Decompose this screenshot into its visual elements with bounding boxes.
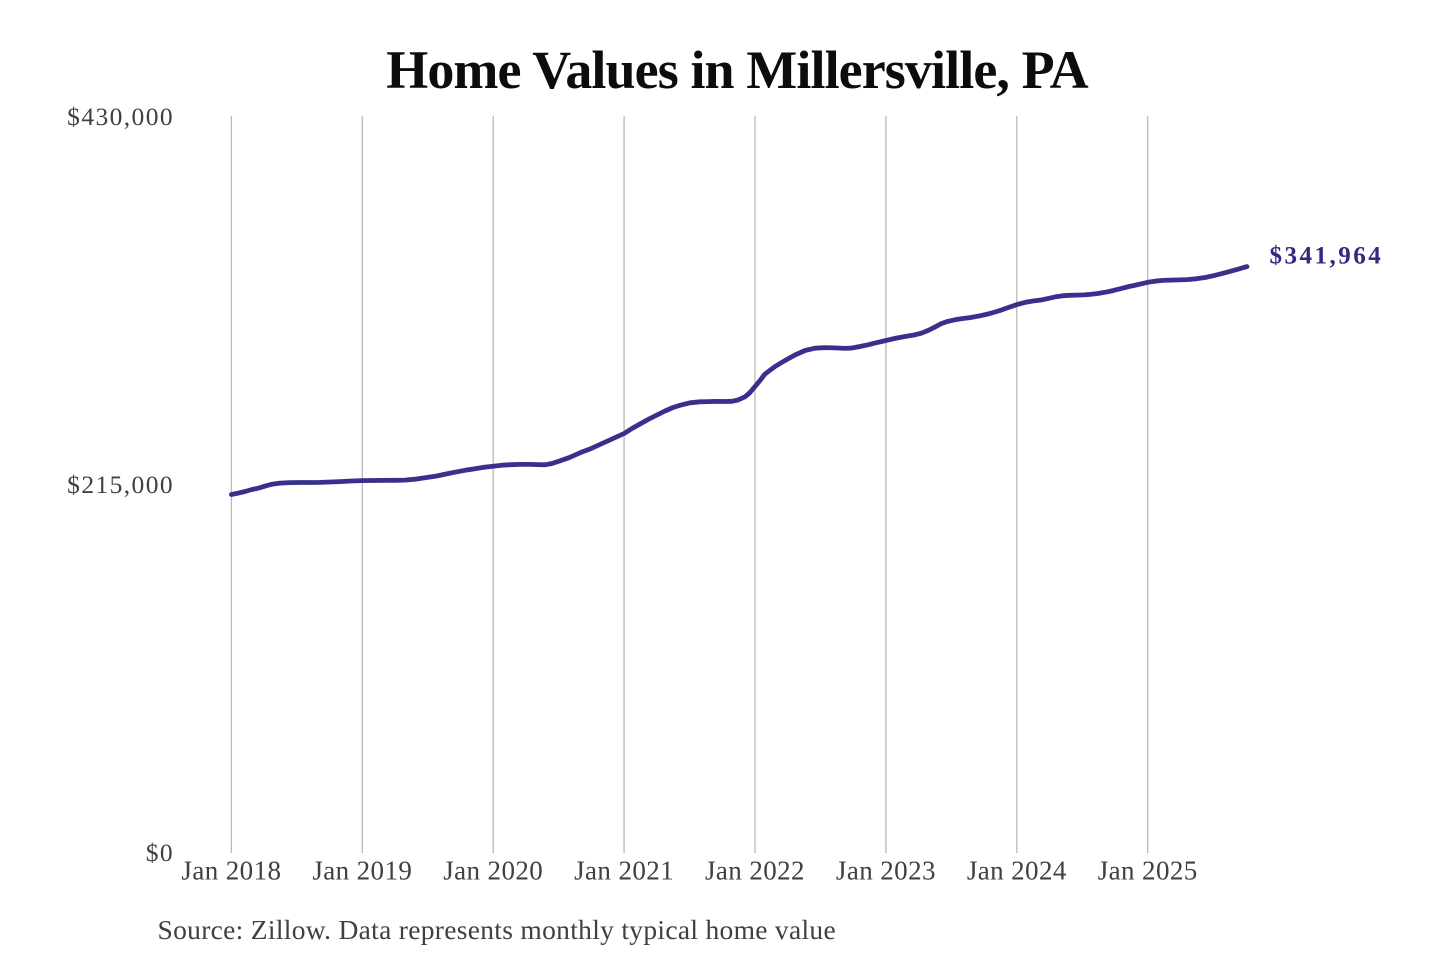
svg-text:Source: Zillow. Data represent: Source: Zillow. Data represents monthly … — [158, 914, 837, 945]
svg-text:Jan 2025: Jan 2025 — [1098, 856, 1198, 886]
svg-text:$430,000: $430,000 — [67, 102, 174, 131]
svg-text:Jan 2020: Jan 2020 — [443, 856, 543, 886]
svg-text:Home Values in Millersville, P: Home Values in Millersville, PA — [386, 40, 1088, 100]
svg-text:Jan 2022: Jan 2022 — [705, 856, 805, 886]
svg-text:Jan 2023: Jan 2023 — [836, 856, 936, 886]
svg-text:Jan 2021: Jan 2021 — [574, 856, 674, 886]
svg-text:Jan 2019: Jan 2019 — [312, 856, 412, 886]
svg-text:Jan 2024: Jan 2024 — [967, 856, 1067, 886]
svg-text:Jan 2018: Jan 2018 — [181, 856, 281, 886]
svg-text:$215,000: $215,000 — [67, 470, 174, 499]
svg-text:$341,964: $341,964 — [1270, 243, 1384, 270]
svg-text:$0: $0 — [146, 838, 174, 867]
